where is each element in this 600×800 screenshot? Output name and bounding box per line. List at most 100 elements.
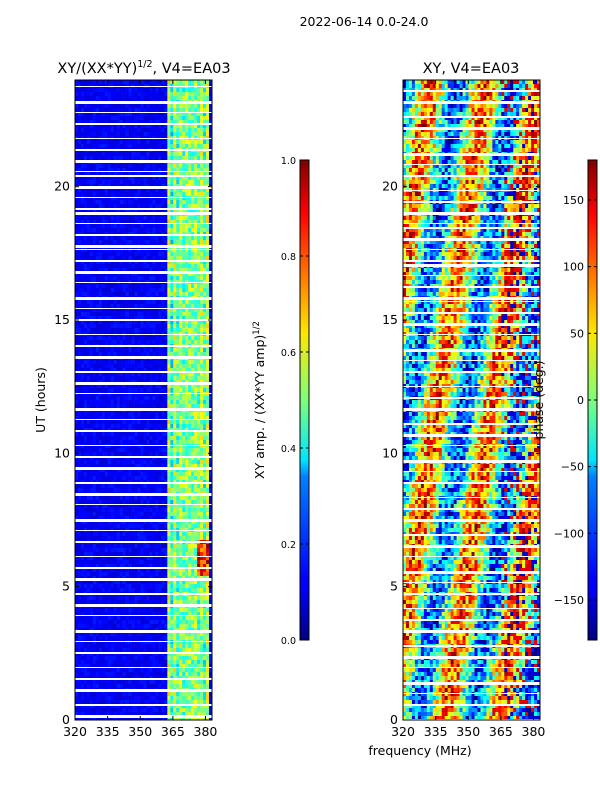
heatmap-cell xyxy=(158,460,162,465)
heatmap-cell xyxy=(122,256,126,261)
heatmap-cell xyxy=(83,132,88,137)
heatmap-cell xyxy=(83,272,88,277)
heatmap-cell xyxy=(188,440,192,445)
heatmap-cell xyxy=(179,348,183,353)
heatmap-cell xyxy=(197,484,201,489)
heatmap-cell xyxy=(170,500,174,505)
heatmap-cell xyxy=(98,168,103,173)
heatmap-cell xyxy=(125,448,129,453)
heatmap-cell xyxy=(128,80,132,85)
heatmap-cell xyxy=(119,240,123,245)
heatmap-cell xyxy=(149,220,153,225)
heatmap-cell xyxy=(83,448,88,453)
heatmap-cell xyxy=(122,436,126,441)
heatmap-cell xyxy=(75,352,79,357)
heatmap-cell xyxy=(185,320,189,325)
heatmap-cell xyxy=(89,216,94,221)
heatmap-cell xyxy=(140,308,144,313)
heatmap-cell xyxy=(176,320,180,325)
heatmap-cell xyxy=(164,440,168,445)
heatmap-cell xyxy=(107,348,112,353)
heatmap-cell xyxy=(146,336,150,341)
heatmap-cell xyxy=(95,180,100,185)
heatmap-cell xyxy=(83,424,88,429)
heatmap-cell xyxy=(113,204,117,209)
heatmap-cell xyxy=(86,236,91,241)
heatmap-cell xyxy=(185,308,189,313)
heatmap-cell xyxy=(206,424,210,429)
heatmap-cell xyxy=(101,476,106,481)
heatmap-cell xyxy=(89,360,94,365)
heatmap-cell xyxy=(119,220,123,225)
heatmap-cell xyxy=(155,512,159,517)
heatmap-cell xyxy=(182,416,186,421)
heatmap-cell xyxy=(98,372,103,377)
heatmap-cell xyxy=(170,416,174,421)
heatmap-cell xyxy=(75,168,79,173)
heatmap-cell xyxy=(200,348,204,353)
heatmap-cell xyxy=(107,92,112,97)
heatmap-cell xyxy=(146,484,150,489)
heatmap-cell xyxy=(176,500,180,505)
heatmap-cell xyxy=(89,320,94,325)
heatmap-cell xyxy=(119,444,123,449)
heatmap-cell xyxy=(203,132,207,137)
heatmap-cell xyxy=(92,404,97,409)
heatmap-cell xyxy=(89,396,94,401)
heatmap-cell xyxy=(185,224,189,229)
heatmap-cell xyxy=(191,412,195,417)
heatmap-cell xyxy=(116,496,120,501)
heatmap-cell xyxy=(164,328,168,333)
heatmap-cell xyxy=(149,372,153,377)
heatmap-cell xyxy=(191,220,195,225)
heatmap-cell xyxy=(167,320,171,325)
heatmap-cell xyxy=(128,424,132,429)
heatmap-cell xyxy=(125,268,129,273)
heatmap-cell xyxy=(203,376,207,381)
heatmap-cell xyxy=(122,472,126,477)
heatmap-cell xyxy=(107,152,112,157)
heatmap-cell xyxy=(197,360,201,365)
heatmap-cell xyxy=(92,304,97,309)
heatmap-cell xyxy=(104,476,109,481)
heatmap-cell xyxy=(179,488,183,493)
heatmap-cell xyxy=(155,416,159,421)
heatmap-cell xyxy=(113,152,117,157)
heatmap-cell xyxy=(134,320,138,325)
heatmap-cell xyxy=(149,348,153,353)
heatmap-cell xyxy=(107,508,112,513)
heatmap-cell xyxy=(173,176,177,181)
heatmap-cell xyxy=(113,236,117,241)
heatmap-cell xyxy=(113,208,117,213)
heatmap-cell xyxy=(110,340,115,345)
heatmap-cell xyxy=(80,420,85,425)
heatmap-cell xyxy=(83,80,88,85)
heatmap-cell xyxy=(209,360,212,365)
heatmap-cell xyxy=(158,500,162,505)
heatmap-cell xyxy=(197,440,201,445)
heatmap-cell xyxy=(209,164,212,169)
heatmap-cell xyxy=(191,128,195,133)
heatmap-cell xyxy=(89,188,94,193)
heatmap-cell xyxy=(77,388,82,393)
heatmap-cell xyxy=(155,264,159,269)
heatmap-cell xyxy=(173,504,177,509)
heatmap-cell xyxy=(161,496,165,501)
heatmap-cell xyxy=(119,472,123,477)
heatmap-cell xyxy=(75,128,79,133)
heatmap-cell xyxy=(119,180,123,185)
heatmap-cell xyxy=(89,208,94,213)
heatmap-cell xyxy=(116,400,120,405)
heatmap-cell xyxy=(80,276,85,281)
heatmap-cell xyxy=(86,484,91,489)
heatmap-cell xyxy=(113,376,117,381)
heatmap-cell xyxy=(161,80,165,85)
heatmap-cell xyxy=(137,192,141,197)
heatmap-cell xyxy=(89,252,94,257)
heatmap-cell xyxy=(101,196,106,201)
heatmap-cell xyxy=(203,112,207,117)
heatmap-cell xyxy=(194,312,198,317)
heatmap-cell xyxy=(176,348,180,353)
heatmap-cell xyxy=(83,368,88,373)
heatmap-cell xyxy=(98,488,103,493)
